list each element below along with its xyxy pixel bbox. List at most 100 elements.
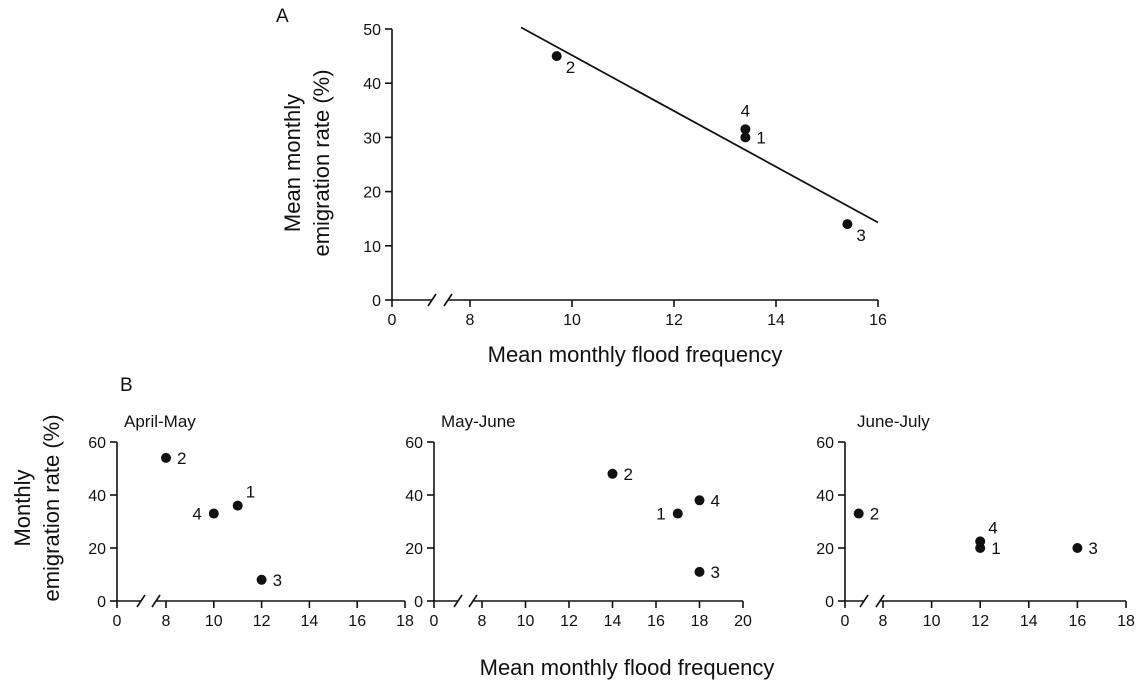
plot-b3-point-2 bbox=[853, 508, 864, 519]
plot-b1-x-tick-label-8: 8 bbox=[162, 613, 171, 630]
plot-b3-x-tick-label-0: 0 bbox=[841, 613, 850, 630]
plot-b1-y-tick-label-40: 40 bbox=[88, 488, 106, 505]
plot-a-y-tick-label-0: 0 bbox=[372, 293, 381, 310]
plot-b3-point-4 bbox=[975, 536, 986, 547]
plot-b2-x-tick-label-20: 20 bbox=[734, 613, 752, 630]
plot-a-y-tick-label-10: 10 bbox=[363, 239, 381, 256]
panel-b-ylabel-line1: Monthly bbox=[10, 469, 35, 546]
plot-b1-x-tick-label-18: 18 bbox=[396, 613, 414, 630]
plot-b3-y-tick-label-40: 40 bbox=[816, 488, 834, 505]
plot-b2-y-tick-label-20: 20 bbox=[405, 541, 423, 558]
plot-b3-x-tick-label-16: 16 bbox=[1069, 613, 1087, 630]
plot-b2-x-tick-label-18: 18 bbox=[691, 613, 709, 630]
plot-a-x-tick-label-0: 0 bbox=[388, 312, 397, 329]
plot-a-point-label-3: 3 bbox=[856, 226, 865, 245]
plot-a-point-label-1: 1 bbox=[756, 128, 765, 147]
plot-b1-point-3 bbox=[256, 574, 267, 585]
plot-b3-point-label-1: 1 bbox=[991, 539, 1000, 558]
plot-b3-y-tick-label-0: 0 bbox=[825, 594, 834, 611]
plot-a-point-3 bbox=[842, 219, 853, 230]
plot-b1-axis-break-mark-1 bbox=[136, 594, 146, 608]
plot-a-regression-line bbox=[520, 26, 879, 224]
plot-b2-x-tick-label-10: 10 bbox=[517, 613, 535, 630]
plot-a-y-tick-label-50: 50 bbox=[363, 22, 381, 39]
panel-a-xlabel: Mean monthly flood frequency bbox=[488, 342, 783, 367]
plot-b1-title: April-May bbox=[124, 412, 196, 431]
panel-b-letter: B bbox=[120, 375, 133, 396]
plot-a-y-tick-label-40: 40 bbox=[363, 76, 381, 93]
plot-b1-point-label-2: 2 bbox=[177, 449, 186, 468]
plot-b2-x-tick-label-12: 12 bbox=[560, 613, 578, 630]
plot-b1-y-tick-label-20: 20 bbox=[88, 541, 106, 558]
plot-b1-point-label-3: 3 bbox=[273, 571, 282, 590]
plot-a-y-tick-label-20: 20 bbox=[363, 185, 381, 202]
panel-b-ylabel-line2: emigration rate (%) bbox=[39, 414, 64, 601]
plot-b2-y-tick-label-60: 60 bbox=[405, 435, 423, 452]
plot-a-point-label-2: 2 bbox=[566, 58, 575, 77]
plot-b1-point-label-1: 1 bbox=[246, 483, 255, 502]
plot-b3-x-tick-label-8: 8 bbox=[879, 613, 888, 630]
plot-b3-axis-break-mark-1 bbox=[859, 594, 869, 608]
plot-b2-point-3 bbox=[694, 566, 705, 577]
plot-b2-x-tick-label-8: 8 bbox=[478, 613, 487, 630]
plot-a-point-4 bbox=[740, 124, 751, 135]
plot-a-point-2 bbox=[551, 51, 562, 62]
plot-b3-y-tick-label-20: 20 bbox=[816, 541, 834, 558]
plot-b2-x-tick-label-16: 16 bbox=[647, 613, 665, 630]
plot-b2-point-label-2: 2 bbox=[624, 465, 633, 484]
plot-a-x-tick-label-8: 8 bbox=[466, 312, 475, 329]
plot-b2-y-tick-label-0: 0 bbox=[414, 594, 423, 611]
plot-b2-y-tick-label-40: 40 bbox=[405, 488, 423, 505]
plot-b3-axis-break-mark-2 bbox=[875, 594, 885, 608]
plot-b1-point-label-4: 4 bbox=[192, 505, 201, 524]
plot-b1-x-tick-label-14: 14 bbox=[301, 613, 319, 630]
plot-b2-point-2 bbox=[607, 468, 618, 479]
plot-b3-point-label-4: 4 bbox=[988, 518, 997, 537]
plot-a-y-tick-label-30: 30 bbox=[363, 130, 381, 147]
plot-b3-point-label-2: 2 bbox=[870, 505, 879, 524]
panel-a-ylabel-line2: emigration rate (%) bbox=[309, 69, 334, 256]
plot-b1-point-1 bbox=[232, 500, 243, 511]
plot-b1-point-4 bbox=[208, 508, 219, 519]
plot-b2-point-label-1: 1 bbox=[656, 505, 665, 524]
plot-b3-title: June-July bbox=[857, 412, 930, 431]
plot-b2-point-label-4: 4 bbox=[711, 491, 720, 510]
plot-b3-point-3 bbox=[1072, 543, 1083, 553]
plot-b3-x-tick-label-14: 14 bbox=[1020, 613, 1038, 630]
panel-a-ylabel-line1: Mean monthly bbox=[280, 94, 305, 232]
plot-b3-x-tick-label-18: 18 bbox=[1117, 613, 1135, 630]
plot-b2-point-4 bbox=[694, 495, 705, 506]
plot-b1-axis-break-mark-2 bbox=[151, 594, 161, 608]
plot-a-point-label-4: 4 bbox=[741, 101, 750, 120]
plot-a-x-tick-label-12: 12 bbox=[665, 312, 683, 329]
plot-b1-point-2 bbox=[161, 452, 171, 463]
plot-b1-x-tick-label-16: 16 bbox=[348, 613, 366, 630]
plot-b2-axis-break-mark-2 bbox=[468, 594, 478, 608]
plot-b3-y-tick-label-60: 60 bbox=[816, 435, 834, 452]
plot-a-x-tick-label-14: 14 bbox=[767, 312, 785, 329]
plot-b2-x-tick-label-14: 14 bbox=[604, 613, 622, 630]
panel-a-letter: A bbox=[276, 6, 289, 27]
plot-b1-x-tick-label-10: 10 bbox=[205, 613, 223, 630]
panel-b-xlabel: Mean monthly flood frequency bbox=[480, 655, 775, 680]
plot-a-x-tick-label-16: 16 bbox=[869, 312, 887, 329]
plot-b1-x-tick-label-0: 0 bbox=[113, 613, 122, 630]
plot-b2-point-1 bbox=[672, 508, 683, 519]
plot-a-point-1 bbox=[740, 132, 751, 143]
plot-a-axis-break-mark-2 bbox=[443, 293, 453, 307]
plot-b2-x-tick-label-0: 0 bbox=[430, 613, 439, 630]
plot-b2-axis-break-mark-1 bbox=[453, 594, 463, 608]
plot-b2-point-label-3: 3 bbox=[711, 563, 720, 582]
plot-b1-y-tick-label-60: 60 bbox=[88, 435, 106, 452]
plot-b3-point-label-3: 3 bbox=[1088, 539, 1097, 558]
plot-b1-x-tick-label-12: 12 bbox=[253, 613, 271, 630]
plot-b1-y-tick-label-0: 0 bbox=[97, 594, 106, 611]
plot-b3-x-tick-label-12: 12 bbox=[971, 613, 989, 630]
plot-b2-title: May-June bbox=[441, 412, 516, 431]
